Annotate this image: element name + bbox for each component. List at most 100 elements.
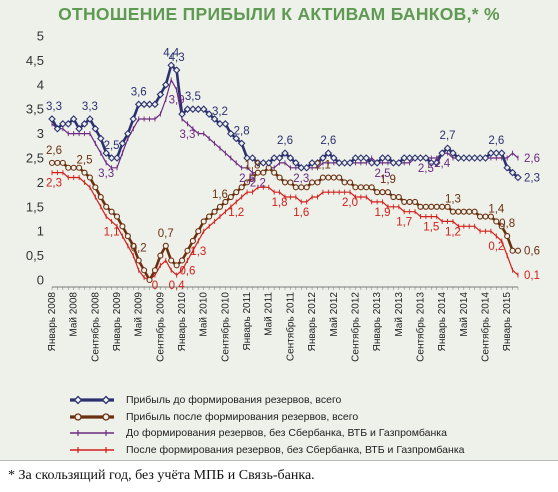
data-point xyxy=(514,247,522,254)
data-point xyxy=(118,139,127,148)
data-point xyxy=(449,149,457,157)
data-point xyxy=(124,233,131,240)
data-point xyxy=(401,198,408,205)
x-tick-label: Январь 2013 xyxy=(372,292,383,352)
data-label: 2,3 xyxy=(293,173,309,185)
data-point xyxy=(107,154,116,162)
legend-item: Прибыль до формирования резервов, всего xyxy=(68,392,508,409)
data-point xyxy=(156,90,165,99)
data-label: 1,1 xyxy=(104,226,120,238)
data-point xyxy=(493,218,500,225)
data-point xyxy=(455,208,462,215)
data-point xyxy=(465,154,474,162)
data-point xyxy=(390,193,397,201)
data-point xyxy=(92,184,99,191)
data-point xyxy=(189,237,196,245)
data-point xyxy=(416,154,425,162)
data-point xyxy=(244,179,251,186)
data-point xyxy=(53,124,62,133)
data-point xyxy=(477,213,484,220)
data-point xyxy=(330,174,337,181)
data-point xyxy=(264,159,273,167)
data-point xyxy=(287,179,294,186)
data-point xyxy=(314,179,321,186)
data-point xyxy=(184,247,191,254)
data-point xyxy=(466,208,473,215)
series-4 xyxy=(51,170,519,283)
data-label: 4,3 xyxy=(169,52,185,64)
data-point xyxy=(395,159,403,167)
legend-swatch-series-3 xyxy=(70,430,114,437)
data-point xyxy=(86,174,93,181)
data-point xyxy=(417,203,424,210)
x-tick-label: Сентябрь 2009 xyxy=(154,292,166,362)
data-label: 2,5 xyxy=(418,163,434,175)
data-point xyxy=(183,105,192,113)
data-label: 3,3 xyxy=(46,101,62,113)
data-point xyxy=(411,154,419,162)
data-point xyxy=(427,159,436,167)
data-point xyxy=(151,267,159,274)
data-point xyxy=(157,252,164,259)
data-point xyxy=(422,154,430,162)
y-tick-label: 4 xyxy=(37,77,44,92)
data-point xyxy=(476,154,484,162)
data-point xyxy=(48,159,56,166)
data-label: 1,9 xyxy=(380,174,396,186)
data-point xyxy=(470,154,479,162)
data-point xyxy=(384,154,392,162)
data-point xyxy=(206,213,213,220)
data-point xyxy=(482,213,489,220)
data-point xyxy=(438,149,446,157)
footnote-text: * За скользящий год, без учёта МПБ и Свя… xyxy=(8,468,315,483)
x-tick-label: Январь 2012 xyxy=(307,292,318,352)
data-point xyxy=(211,208,218,215)
data-point xyxy=(173,262,180,269)
data-label: 1,5 xyxy=(423,222,439,234)
data-point xyxy=(259,159,268,167)
x-tick-label: Январь 2011 xyxy=(242,292,253,351)
data-point xyxy=(335,159,343,167)
y-tick-label: 1,5 xyxy=(26,199,44,214)
data-point xyxy=(178,257,186,264)
data-point xyxy=(222,198,229,205)
data-point xyxy=(346,159,354,167)
data-point xyxy=(379,189,386,196)
y-tick-label: 2 xyxy=(37,175,44,190)
y-tick-label: 4,5 xyxy=(26,53,44,68)
data-point xyxy=(254,159,262,167)
data-point xyxy=(102,149,110,157)
data-point xyxy=(514,173,522,182)
data-point xyxy=(281,179,289,186)
data-point xyxy=(59,159,66,166)
data-label: 2,6 xyxy=(524,153,540,165)
legend-label: После формирования резервов, без Сбербан… xyxy=(126,443,465,456)
data-point xyxy=(103,203,110,210)
data-point xyxy=(141,267,148,274)
data-point xyxy=(498,223,505,230)
data-point xyxy=(346,179,354,186)
legend-label: Прибыль до формирования резервов, всего xyxy=(126,394,342,406)
data-point xyxy=(357,184,364,191)
x-tick-label: Сентябрь 2012 xyxy=(349,292,361,362)
y-axis: 0 0,5 1 1,5 2 2,5 3 3,5 4 4,5 5 xyxy=(26,29,44,288)
data-point xyxy=(292,184,299,191)
data-label: 2,5 xyxy=(104,140,120,152)
data-point xyxy=(145,100,154,109)
y-tick-label: 0,5 xyxy=(26,248,44,263)
data-label: 2,5 xyxy=(375,168,391,180)
data-point xyxy=(168,257,175,264)
x-tick-label: Май 2011 xyxy=(264,292,275,336)
data-label: 2,3 xyxy=(524,173,540,185)
data-point xyxy=(216,120,224,128)
data-point xyxy=(357,154,365,162)
data-label: 1,3 xyxy=(190,246,206,258)
x-tick-label: Май 2013 xyxy=(394,292,405,337)
data-label: 2,1 xyxy=(315,160,331,172)
data-point xyxy=(374,189,381,196)
y-tick-label: 3,5 xyxy=(26,102,44,117)
chart-title: ОТНОШЕНИЕ ПРИБЫЛИ К АКТИВАМ БАНКОВ,* % xyxy=(58,4,500,24)
data-label: 0,7 xyxy=(158,228,174,240)
x-tick-label: Сентябрь 2008 xyxy=(89,292,101,362)
data-point xyxy=(292,159,300,167)
